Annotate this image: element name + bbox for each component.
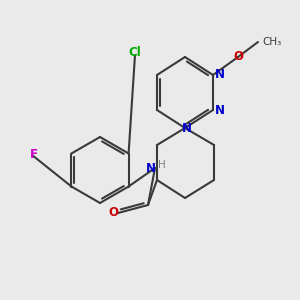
Text: N: N <box>146 161 156 175</box>
Text: N: N <box>215 68 225 82</box>
Text: O: O <box>108 206 118 220</box>
Text: O: O <box>233 50 243 64</box>
Text: Cl: Cl <box>129 46 141 59</box>
Text: N: N <box>182 122 192 134</box>
Text: CH₃: CH₃ <box>262 37 281 47</box>
Text: N: N <box>215 103 225 116</box>
Text: H: H <box>158 160 166 170</box>
Text: F: F <box>30 148 38 161</box>
